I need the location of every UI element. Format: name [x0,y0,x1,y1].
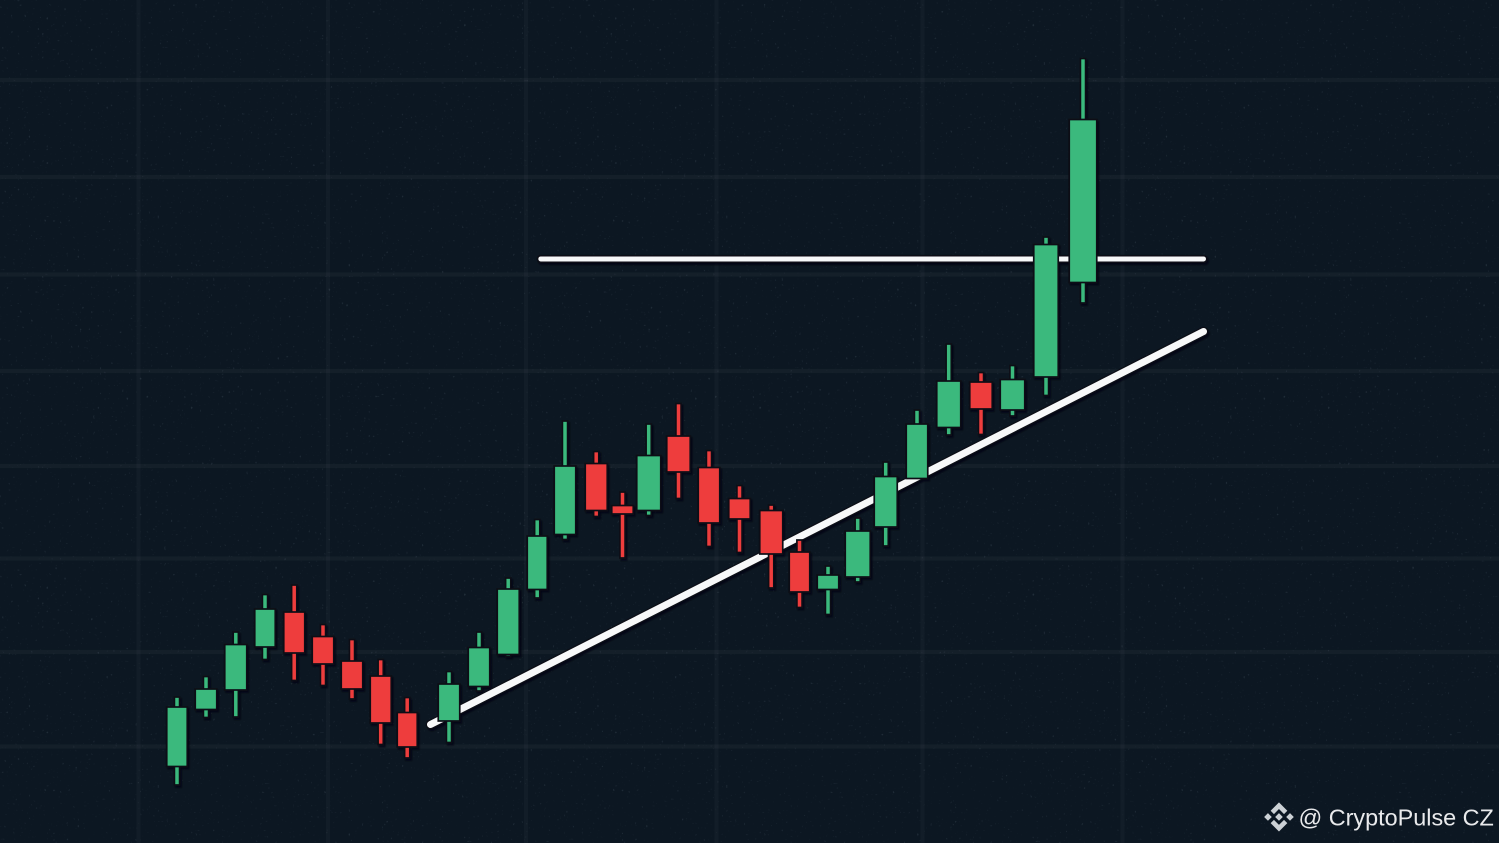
svg-text:@ CryptoPulse CZ: @ CryptoPulse CZ [1299,805,1494,831]
